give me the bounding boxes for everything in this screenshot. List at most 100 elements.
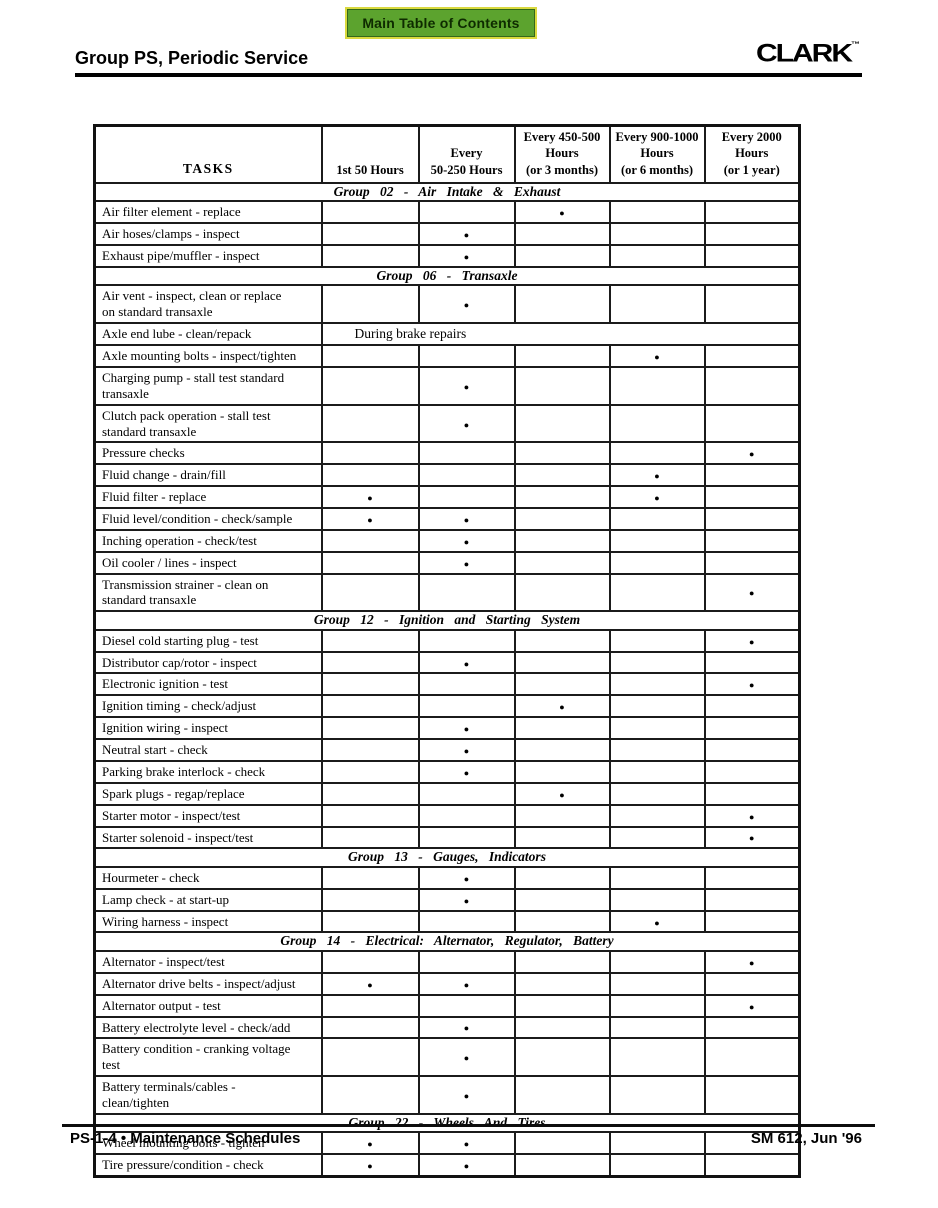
- task-cell: Battery terminals/cables - clean/tighten: [93, 1075, 323, 1115]
- interval-empty-cell: [320, 628, 420, 653]
- interval-empty-cell: [608, 759, 706, 784]
- service-dot-icon: ●: [463, 419, 470, 430]
- interval-empty-cell: [513, 1015, 611, 1040]
- interval-dot-cell: ●: [417, 1015, 516, 1040]
- interval-empty-cell: [417, 628, 516, 653]
- group-header-row: Group 13 - Gauges, Indicators: [93, 847, 801, 868]
- group-header-label: Group 12 - Ignition and Starting System: [93, 610, 801, 631]
- service-dot-icon: ●: [463, 658, 470, 669]
- interval-empty-cell: [608, 803, 706, 828]
- interval-empty-cell: [608, 243, 706, 268]
- task-cell: Battery condition - cranking voltage test: [93, 1037, 323, 1078]
- service-dot-icon: ●: [749, 449, 755, 460]
- task-row: Fluid level/condition - check/sample ● ●: [93, 506, 801, 531]
- task-row: Starter motor - inspect/test ●: [93, 803, 801, 828]
- task-cell: Wiring harness - inspect: [93, 909, 323, 934]
- column-header-every-450-500-hours: Every 450-500 Hours (or 3 months): [513, 124, 611, 184]
- interval-empty-cell: [703, 738, 801, 762]
- interval-dot-cell: ●: [703, 441, 801, 466]
- interval-empty-cell: [513, 506, 611, 531]
- table-header: TASKS 1st 50 Hours Every 50-250 Hours Every …: [93, 124, 801, 184]
- interval-empty-cell: [703, 344, 801, 368]
- interval-dot-cell: ●: [513, 694, 611, 719]
- interval-empty-cell: [513, 909, 611, 934]
- interval-dot-cell: ●: [703, 825, 801, 850]
- service-dot-icon: ●: [654, 917, 660, 928]
- service-dot-icon: ●: [463, 381, 470, 392]
- interval-empty-cell: [608, 993, 706, 1018]
- interval-empty-cell: [320, 403, 420, 444]
- task-row: Inching operation - check/test ●: [93, 528, 801, 553]
- interval-empty-cell: [320, 949, 420, 974]
- task-cell: Exhaust pipe/muffler - inspect: [93, 243, 323, 268]
- task-row: Fluid change - drain/fill ●: [93, 463, 801, 488]
- task-cell: Tire pressure/condition - check: [93, 1153, 323, 1178]
- task-row: Battery electrolyte level - check/add ●: [93, 1015, 801, 1040]
- task-row: Tire pressure/condition - check ● ●: [93, 1153, 801, 1178]
- task-row: Charging pump - stall test standard trans…: [93, 365, 801, 406]
- task-cell: Alternator - inspect/test: [93, 949, 323, 974]
- service-dot-icon: ●: [463, 745, 470, 756]
- interval-empty-cell: [513, 628, 611, 653]
- main-table-of-contents-button[interactable]: Main Table of Contents: [345, 7, 537, 39]
- interval-empty-cell: [320, 672, 420, 697]
- interval-empty-cell: [608, 971, 706, 996]
- interval-empty-cell: [703, 1037, 801, 1078]
- interval-empty-cell: [320, 738, 420, 762]
- interval-empty-cell: [320, 365, 420, 406]
- interval-empty-cell: [320, 463, 420, 488]
- interval-empty-cell: [417, 441, 516, 466]
- interval-dot-cell: ●: [417, 865, 516, 890]
- group-header-label: Group 02 - Air Intake & Exhaust: [93, 181, 801, 203]
- interval-empty-cell: [417, 694, 516, 719]
- service-dot-icon: ●: [654, 471, 660, 482]
- interval-empty-cell: [513, 243, 611, 268]
- interval-empty-cell: [320, 200, 420, 225]
- interval-dot-cell: ●: [417, 887, 516, 912]
- interval-dot-cell: ●: [417, 1153, 516, 1178]
- maintenance-schedule-table: TASKS 1st 50 Hours Every 50-250 Hours Every …: [93, 124, 801, 1179]
- interval-empty-cell: [513, 365, 611, 406]
- trademark-symbol: ™: [851, 40, 860, 49]
- interval-empty-cell: [608, 628, 706, 653]
- service-dot-icon: ●: [463, 767, 470, 778]
- interval-empty-cell: [513, 284, 611, 325]
- task-cell: Electronic ignition - test: [93, 672, 323, 697]
- task-row: Clutch pack operation - stall test standa…: [93, 403, 801, 444]
- interval-empty-cell: [703, 781, 801, 806]
- interval-empty-cell: [320, 694, 420, 719]
- interval-dot-cell: ●: [417, 1131, 516, 1156]
- interval-empty-cell: [608, 738, 706, 762]
- interval-empty-cell: [320, 243, 420, 268]
- interval-dot-cell: ●: [320, 971, 420, 996]
- interval-empty-cell: [608, 865, 706, 890]
- interval-empty-cell: [417, 572, 516, 613]
- footer-manual-label: SM 612, Jun '96: [750, 1130, 862, 1147]
- service-dot-icon: ●: [463, 514, 470, 525]
- interval-dot-cell: ●: [417, 716, 516, 741]
- interval-empty-cell: [320, 650, 420, 675]
- interval-empty-cell: [513, 1153, 611, 1178]
- interval-dot-cell: ●: [703, 628, 801, 653]
- task-cell: Air hoses/clamps - inspect: [93, 222, 323, 246]
- interval-empty-cell: [608, 825, 706, 850]
- interval-empty-cell: [417, 672, 516, 697]
- interval-note-cell: During brake repairs: [320, 322, 801, 347]
- interval-empty-cell: [513, 344, 611, 368]
- interval-empty-cell: [703, 1153, 801, 1178]
- group-header-label: Group 06 - Transaxle: [93, 265, 801, 287]
- task-row: Spark plugs - regap/replace ●: [93, 781, 801, 806]
- service-dot-icon: ●: [463, 251, 470, 262]
- interval-empty-cell: [320, 887, 420, 912]
- column-header-every-2000-hours: Every 2000 Hours (or 1 year): [703, 124, 801, 184]
- interval-empty-cell: [513, 949, 611, 974]
- service-dot-icon: ●: [749, 636, 755, 647]
- interval-empty-cell: [320, 759, 420, 784]
- interval-empty-cell: [320, 909, 420, 934]
- interval-empty-cell: [513, 1037, 611, 1078]
- service-dot-icon: ●: [749, 811, 755, 822]
- interval-empty-cell: [513, 222, 611, 246]
- interval-empty-cell: [703, 650, 801, 675]
- interval-empty-cell: [513, 403, 611, 444]
- interval-empty-cell: [608, 781, 706, 806]
